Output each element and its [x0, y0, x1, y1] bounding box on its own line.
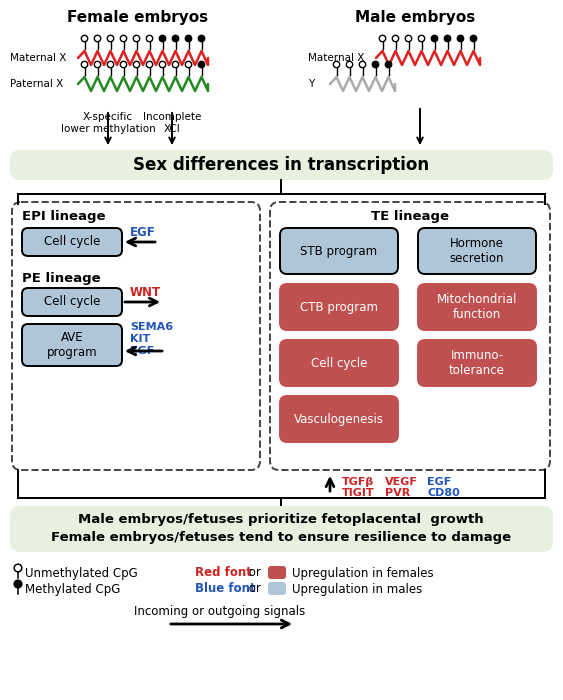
FancyBboxPatch shape	[268, 566, 286, 579]
Text: Maternal X: Maternal X	[308, 53, 364, 63]
Text: Hormone
secretion: Hormone secretion	[450, 237, 504, 265]
Text: or: or	[245, 582, 261, 596]
Text: Y: Y	[308, 79, 314, 89]
Circle shape	[81, 62, 88, 68]
Text: Maternal X: Maternal X	[10, 53, 66, 63]
Circle shape	[333, 62, 339, 68]
Text: or: or	[245, 566, 261, 580]
Circle shape	[120, 35, 127, 42]
Circle shape	[431, 35, 437, 42]
Text: Immuno-
tolerance: Immuno- tolerance	[449, 349, 505, 377]
Text: PVR: PVR	[385, 488, 410, 498]
Circle shape	[108, 35, 114, 42]
Text: TE lineage: TE lineage	[371, 210, 449, 223]
Text: Red font: Red font	[195, 566, 252, 580]
Circle shape	[198, 62, 205, 68]
Text: KIT: KIT	[130, 334, 150, 344]
Text: Sex differences in transcription: Sex differences in transcription	[133, 156, 429, 174]
Text: Upregulation in males: Upregulation in males	[292, 582, 422, 596]
Circle shape	[405, 35, 412, 42]
FancyBboxPatch shape	[22, 288, 122, 316]
FancyBboxPatch shape	[22, 228, 122, 256]
Text: WNT: WNT	[130, 286, 161, 300]
Text: SEMA6: SEMA6	[130, 322, 173, 332]
Circle shape	[392, 35, 399, 42]
Circle shape	[444, 35, 451, 42]
FancyBboxPatch shape	[280, 340, 398, 386]
Circle shape	[159, 35, 166, 42]
Text: TIGIT: TIGIT	[342, 488, 374, 498]
Circle shape	[185, 35, 191, 42]
FancyBboxPatch shape	[418, 340, 536, 386]
Circle shape	[120, 62, 127, 68]
Circle shape	[159, 62, 166, 68]
Text: CD80: CD80	[427, 488, 460, 498]
Text: Unmethylated CpG: Unmethylated CpG	[25, 566, 138, 580]
Circle shape	[14, 580, 22, 588]
Text: Vasculogenesis: Vasculogenesis	[294, 412, 384, 426]
Circle shape	[385, 62, 392, 68]
Text: Female embryos: Female embryos	[68, 10, 208, 25]
Text: TGFβ: TGFβ	[342, 477, 374, 487]
Circle shape	[457, 35, 464, 42]
Circle shape	[14, 564, 22, 572]
FancyBboxPatch shape	[12, 202, 260, 470]
Text: Cell cycle: Cell cycle	[44, 295, 100, 309]
FancyBboxPatch shape	[22, 324, 122, 366]
Text: Mitochondrial
function: Mitochondrial function	[437, 293, 517, 321]
FancyBboxPatch shape	[268, 582, 286, 595]
Circle shape	[133, 35, 140, 42]
Text: Female embryos/fetuses tend to ensure resilience to damage: Female embryos/fetuses tend to ensure re…	[51, 531, 511, 545]
FancyBboxPatch shape	[280, 228, 398, 274]
Circle shape	[470, 35, 477, 42]
Circle shape	[81, 35, 88, 42]
Circle shape	[372, 62, 379, 68]
Circle shape	[94, 62, 101, 68]
Text: STB program: STB program	[301, 244, 378, 258]
Text: CTB program: CTB program	[300, 300, 378, 314]
Text: Incoming or outgoing signals: Incoming or outgoing signals	[135, 606, 306, 619]
Text: Male embryos: Male embryos	[355, 10, 475, 25]
Circle shape	[185, 62, 191, 68]
Text: AVE
program: AVE program	[47, 331, 97, 359]
Circle shape	[346, 62, 352, 68]
Text: EGF: EGF	[427, 477, 452, 487]
Text: Methylated CpG: Methylated CpG	[25, 582, 120, 596]
Circle shape	[108, 62, 114, 68]
Text: Cell cycle: Cell cycle	[311, 356, 367, 370]
Circle shape	[379, 35, 386, 42]
Text: Paternal X: Paternal X	[10, 79, 63, 89]
Circle shape	[172, 62, 178, 68]
Circle shape	[94, 35, 101, 42]
Circle shape	[359, 62, 366, 68]
Circle shape	[172, 35, 178, 42]
FancyBboxPatch shape	[10, 150, 553, 180]
Text: VEGF: VEGF	[385, 477, 418, 487]
Text: EPI lineage: EPI lineage	[22, 210, 105, 223]
Circle shape	[133, 62, 140, 68]
Text: EGF: EGF	[130, 346, 154, 356]
Text: Upregulation in females: Upregulation in females	[292, 566, 434, 580]
Text: PE lineage: PE lineage	[22, 272, 101, 285]
FancyBboxPatch shape	[10, 506, 553, 552]
Text: Incomplete
XCI: Incomplete XCI	[143, 112, 201, 134]
FancyBboxPatch shape	[418, 284, 536, 330]
Text: EGF: EGF	[130, 227, 156, 239]
Text: X-specific
lower methylation: X-specific lower methylation	[61, 112, 155, 134]
Circle shape	[198, 35, 205, 42]
Circle shape	[146, 62, 153, 68]
FancyBboxPatch shape	[280, 396, 398, 442]
Circle shape	[418, 35, 425, 42]
Text: Blue font: Blue font	[195, 582, 256, 596]
FancyBboxPatch shape	[270, 202, 550, 470]
Circle shape	[146, 35, 153, 42]
Text: Cell cycle: Cell cycle	[44, 235, 100, 248]
FancyBboxPatch shape	[280, 284, 398, 330]
Text: Male embryos/fetuses prioritize fetoplacental  growth: Male embryos/fetuses prioritize fetoplac…	[78, 514, 484, 526]
FancyBboxPatch shape	[418, 228, 536, 274]
